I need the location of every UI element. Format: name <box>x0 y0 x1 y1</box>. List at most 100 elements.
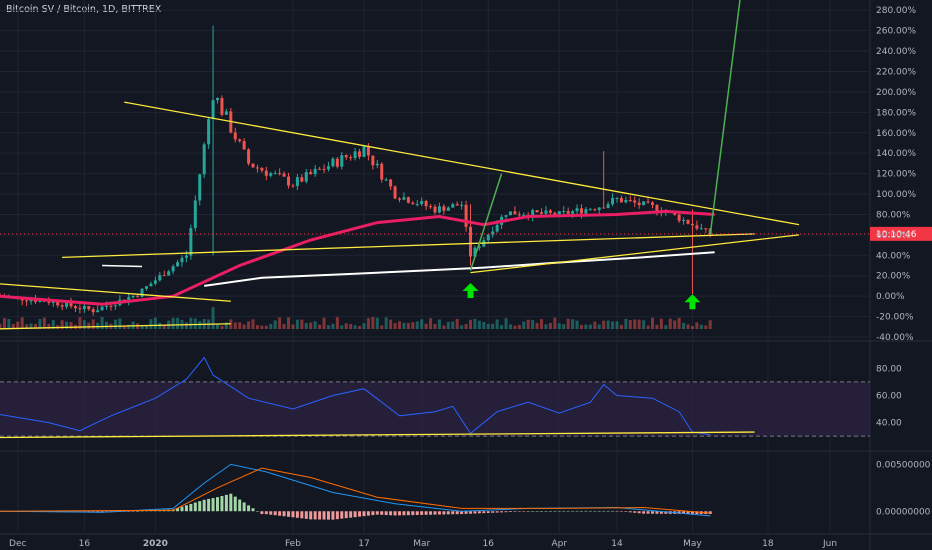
macd-histogram-bar <box>304 511 308 519</box>
macd-histogram-bar <box>451 511 455 515</box>
x-tick-label: Jun <box>822 539 837 549</box>
volume-bar <box>424 323 428 329</box>
macd-histogram-bar <box>233 496 237 512</box>
candle-body <box>566 211 570 214</box>
volume-bars <box>0 307 712 329</box>
volume-bar <box>384 317 388 329</box>
macd-histogram-bar <box>682 511 686 514</box>
macd-histogram-bar <box>184 505 188 512</box>
candle-body <box>153 280 157 284</box>
volume-bar <box>491 323 495 329</box>
candle-body <box>491 231 495 235</box>
candle-body <box>611 198 615 205</box>
candle-body <box>415 204 419 206</box>
volume-bar <box>633 319 637 329</box>
volume-bar <box>548 322 552 329</box>
volume-bar <box>20 317 24 329</box>
volume-bar <box>100 317 104 329</box>
candle-body <box>29 299 33 302</box>
candle-body <box>677 214 681 221</box>
candle-body <box>642 201 646 206</box>
candle-body <box>247 149 251 164</box>
candle-body <box>411 202 415 205</box>
volume-bar <box>606 320 610 329</box>
macd-histogram-bar <box>366 511 370 516</box>
volume-bar <box>402 322 406 329</box>
volume-bar <box>7 318 11 329</box>
macd-histogram-bar <box>579 510 583 512</box>
candle-body <box>65 302 69 307</box>
macd-panel <box>0 463 712 520</box>
up-arrow-marker <box>462 283 479 299</box>
volume-bar <box>433 323 437 329</box>
x-tick-label: Feb <box>285 539 301 549</box>
candle-body <box>651 202 654 206</box>
volume-bar <box>579 324 583 329</box>
volume-bar <box>255 325 259 329</box>
volume-bar <box>508 324 512 329</box>
candle-body <box>216 98 219 101</box>
volume-bar <box>366 318 370 329</box>
volume-bar <box>326 325 330 329</box>
volume-bar <box>287 317 291 329</box>
macd-histogram-bar <box>597 510 601 512</box>
signal-line <box>0 467 711 514</box>
candle-body <box>508 211 512 216</box>
candle-body <box>455 204 459 206</box>
candle-body <box>553 212 557 216</box>
macd-histogram-bar <box>389 511 393 516</box>
candle-body <box>242 141 246 150</box>
macd-histogram-bar <box>575 510 579 512</box>
macd-histogram-bar <box>695 511 699 514</box>
volume-bar <box>224 322 228 329</box>
macd-histogram-bar <box>540 511 544 512</box>
macd-histogram-bar <box>216 497 219 512</box>
macd-histogram-bar <box>313 511 317 520</box>
candle-body <box>699 228 703 230</box>
macd-histogram-bar <box>491 511 495 513</box>
volume-bar <box>482 321 486 329</box>
volume-bar <box>393 323 397 329</box>
volume-bar <box>127 324 131 329</box>
macd-histogram-bar <box>611 510 615 512</box>
volume-bar <box>571 319 575 329</box>
candle-body <box>60 305 64 307</box>
volume-bar <box>25 324 29 329</box>
candle-body <box>82 305 86 310</box>
macd-histogram-bar <box>624 511 628 512</box>
macd-histogram-bar <box>220 496 224 512</box>
candle-body <box>127 297 131 302</box>
candle-body <box>269 173 273 176</box>
volume-bar <box>51 320 55 329</box>
volume-bar <box>517 324 521 329</box>
candle-body <box>189 228 193 256</box>
trendline <box>0 323 231 330</box>
candle-body <box>442 206 446 211</box>
candle-body <box>78 308 82 310</box>
candle-body <box>380 163 384 180</box>
volume-bar <box>335 317 339 329</box>
y-tick-label: 280.00% <box>876 6 916 16</box>
volume-bar <box>677 317 681 329</box>
volume-bar <box>78 317 82 329</box>
candle-body <box>260 167 264 171</box>
macd-histogram-bar <box>513 511 517 512</box>
macd-histogram-bar <box>415 511 419 515</box>
volume-bar <box>655 324 659 329</box>
macd-histogram-bar <box>229 493 233 512</box>
volume-bar <box>566 318 570 329</box>
macd-histogram-bar <box>131 511 135 512</box>
volume-bar <box>184 322 188 329</box>
candle-body <box>349 157 353 159</box>
volume-bar <box>300 319 304 329</box>
macd-histogram-bar <box>615 510 619 512</box>
volume-bar <box>193 318 197 329</box>
volume-bar <box>504 318 508 329</box>
volume-bar <box>82 320 86 329</box>
volume-bar <box>362 323 366 329</box>
macd-histogram-bar <box>651 511 654 514</box>
candle-body <box>158 275 162 281</box>
volume-bar <box>593 321 597 329</box>
candle-body <box>588 209 592 211</box>
